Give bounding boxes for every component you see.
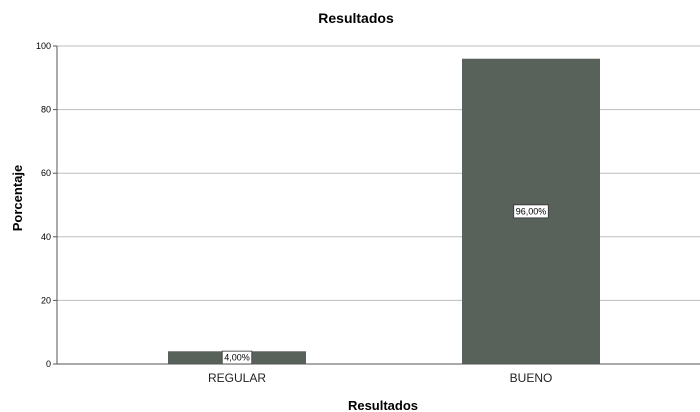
y-tick-label: 60 [41, 168, 51, 178]
data-label: 96,00% [513, 204, 549, 219]
x-tick-label: BUENO [510, 371, 553, 385]
x-axis-title: Resultados [348, 398, 418, 412]
y-tick-label: 40 [41, 232, 51, 242]
data-label: 4,00% [221, 350, 253, 365]
data-label-text: 96,00% [516, 206, 547, 216]
bars: 4,00% 96,00% [168, 58, 600, 365]
y-axis-title: Porcentaje [10, 165, 25, 231]
data-label-text: 4,00% [224, 353, 250, 363]
x-tick-label: REGULAR [208, 371, 266, 385]
data-label-box [513, 204, 549, 219]
y-tick-label: 20 [41, 295, 51, 305]
y-tick-label: 0 [46, 359, 51, 369]
y-axis: 0 20 40 60 80 100 [36, 41, 58, 369]
y-tick-label: 80 [41, 105, 51, 115]
grid-lines [57, 45, 700, 301]
y-tick-label: 100 [36, 41, 51, 51]
chart-title: Resultados [318, 10, 394, 26]
x-axis: REGULAR BUENO [57, 363, 700, 385]
